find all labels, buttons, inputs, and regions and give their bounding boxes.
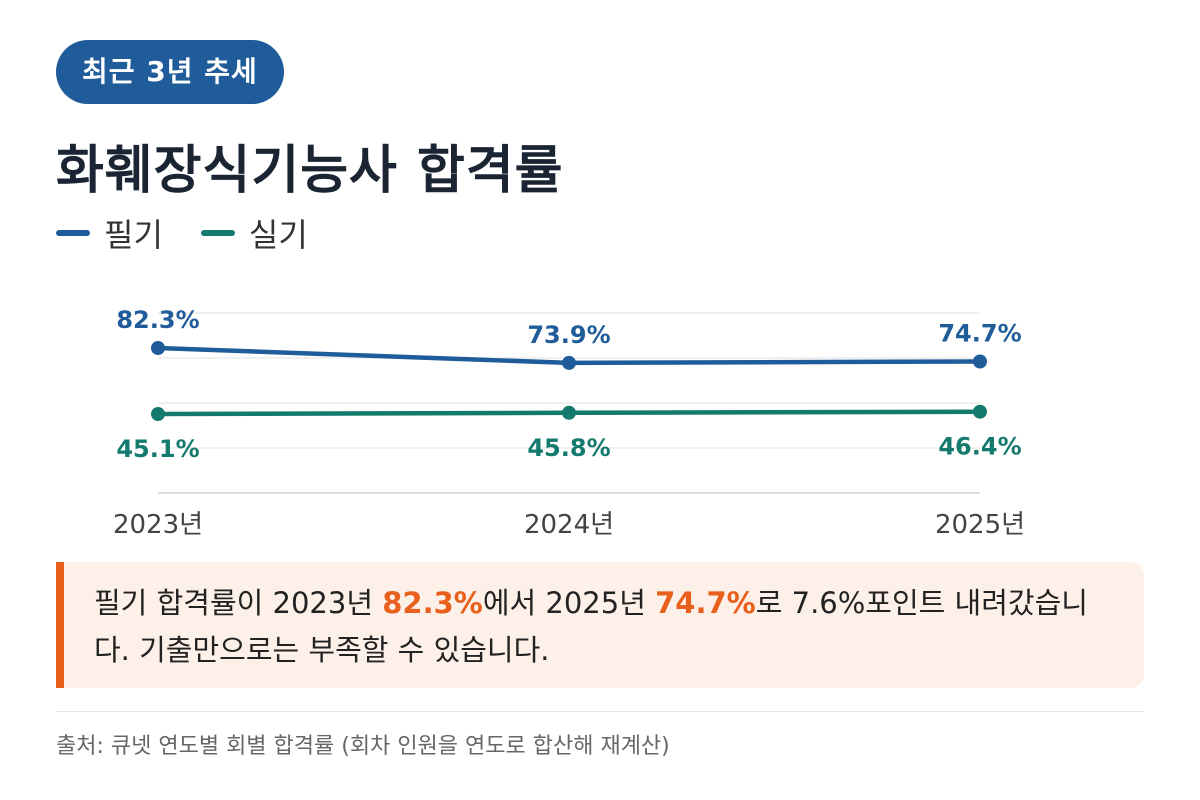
- data-label: 45.1%: [116, 435, 199, 463]
- data-label: 74.7%: [938, 320, 1021, 348]
- callout-text-3: 로 7.6%포인트 내려갔습니다. 기출만으로는 부족할 수 있습니다.: [94, 586, 1088, 667]
- data-label: 46.4%: [938, 433, 1021, 461]
- callout-value-2025: 74.7%: [655, 586, 756, 620]
- legend-label-written: 필기: [104, 216, 163, 254]
- data-label: 45.8%: [527, 434, 610, 462]
- section-badge: 최근 3년 추세: [56, 40, 284, 104]
- source-note: 출처: 큐넷 연도별 회별 합격률 (회차 인원을 연도로 합산해 재계산): [56, 734, 670, 759]
- data-point: [151, 407, 165, 421]
- data-label: 82.3%: [116, 306, 199, 334]
- chart-legend: 필기 실기: [56, 210, 308, 256]
- divider: [56, 711, 1144, 712]
- data-point: [562, 405, 576, 420]
- data-point: [973, 404, 987, 419]
- page-title: 화훼장식기능사 합격률: [56, 141, 564, 201]
- data-point: [973, 354, 987, 369]
- x-tick-label: 2025년: [935, 510, 1025, 540]
- callout-value-2023: 82.3%: [382, 586, 483, 620]
- legend-item-written: 필기: [56, 210, 163, 256]
- legend-swatch-practical: [200, 230, 235, 236]
- data-point: [151, 341, 165, 355]
- data-point: [562, 355, 576, 370]
- x-tick-label: 2023년: [113, 510, 203, 540]
- callout-text-1: 필기 합격률이 2023년: [94, 586, 383, 620]
- legend-swatch-written: [56, 230, 90, 236]
- line-chart: 2023년 2024년 2025년 82.3% 73.9% 74.7% 45.1% 45.8%…: [113, 306, 1025, 540]
- legend-item-practical: 실기: [200, 210, 308, 256]
- x-tick-label: 2024년: [524, 510, 614, 540]
- summary-callout: 필기 합격률이 2023년 82.3%에서 2025년 74.7%로 7.6%포…: [56, 562, 1144, 688]
- data-label: 73.9%: [527, 321, 610, 349]
- legend-label-practical: 실기: [248, 216, 308, 254]
- callout-text-2: 에서 2025년: [482, 586, 656, 620]
